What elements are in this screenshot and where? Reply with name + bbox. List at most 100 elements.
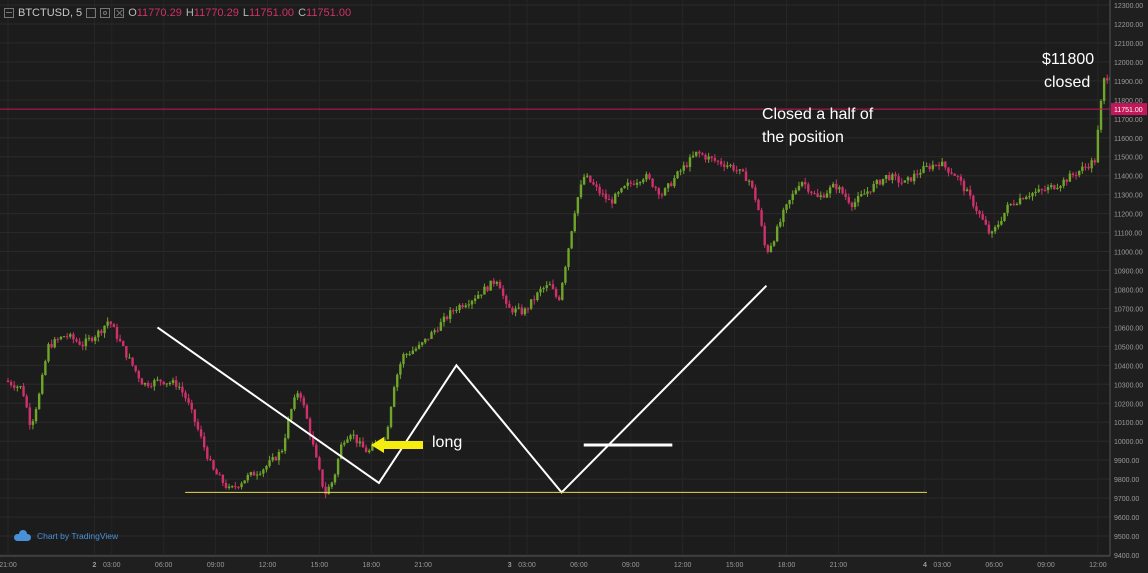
- tradingview-branding[interactable]: Chart by TradingView: [14, 530, 118, 541]
- annotation-half-close-1: Closed a half of: [762, 106, 874, 123]
- annotation-final-1: $11800: [1042, 51, 1095, 68]
- candle-body: [50, 344, 53, 348]
- candle-body: [925, 166, 928, 168]
- candle-body: [838, 187, 841, 190]
- candle-body: [65, 336, 69, 338]
- candle-body: [78, 341, 81, 345]
- candle-body: [813, 193, 816, 195]
- candle-body: [81, 344, 84, 347]
- candle-body: [726, 165, 729, 167]
- candle-body: [199, 429, 203, 437]
- candle-body: [9, 381, 13, 386]
- candle-body: [810, 191, 813, 194]
- x-tick-label: 21:00: [414, 562, 432, 569]
- candle-body: [604, 193, 608, 200]
- candle-body: [536, 292, 539, 300]
- y-tick-label: 10300.00: [1114, 382, 1143, 389]
- y-tick-label: 10900.00: [1114, 269, 1143, 276]
- candle-body: [75, 339, 78, 342]
- candle-body: [1043, 189, 1047, 191]
- candle-body: [93, 337, 97, 341]
- y-tick-label: 11600.00: [1114, 136, 1143, 143]
- candle-body: [847, 197, 850, 203]
- candle-body: [259, 473, 262, 475]
- candle-body: [389, 406, 393, 428]
- candle-body: [1025, 196, 1028, 200]
- candle-body: [227, 486, 231, 488]
- candle-body: [884, 174, 888, 179]
- x-tick-label: 06:00: [155, 562, 173, 569]
- candle-body: [931, 164, 935, 170]
- candle-body: [937, 164, 941, 167]
- candle-body: [850, 202, 854, 208]
- candle-body: [1062, 179, 1065, 187]
- candle-body: [302, 397, 306, 406]
- candle-body: [701, 153, 704, 155]
- candle-body: [719, 161, 723, 165]
- y-tick-label: 10800.00: [1114, 287, 1143, 294]
- collapse-icon[interactable]: [4, 8, 14, 18]
- visibility-icon[interactable]: [86, 8, 97, 18]
- candle-body: [417, 344, 421, 349]
- candle-body: [458, 305, 461, 311]
- candle-body: [526, 308, 530, 310]
- candle-body: [816, 193, 819, 197]
- candle-body: [1053, 185, 1056, 190]
- candle-body: [822, 195, 826, 198]
- candle-body: [987, 224, 991, 234]
- candle-body: [670, 183, 673, 187]
- candle-body: [903, 180, 907, 183]
- candle-body: [900, 182, 903, 184]
- candle-body: [358, 441, 362, 444]
- candle-body: [206, 447, 209, 459]
- candle-body: [202, 436, 206, 448]
- candle-body: [775, 226, 779, 242]
- annotation-final-2: closed: [1044, 74, 1091, 91]
- y-tick-label: 9500.00: [1114, 534, 1139, 541]
- candle-body: [165, 383, 169, 385]
- candle-body: [368, 450, 371, 453]
- candle-body: [978, 211, 981, 215]
- candle-body: [19, 386, 22, 388]
- close-icon[interactable]: [114, 8, 125, 18]
- candle-body: [916, 173, 919, 175]
- gear-icon[interactable]: [100, 8, 111, 18]
- candle-body: [666, 183, 670, 189]
- candle-body: [586, 175, 589, 177]
- candle-body: [567, 248, 570, 267]
- candle-body: [243, 480, 246, 484]
- candle-body: [28, 407, 31, 425]
- y-tick-label: 10200.00: [1114, 401, 1143, 408]
- candle-body: [592, 182, 595, 185]
- candle-body: [828, 187, 832, 194]
- candle-body: [436, 330, 439, 332]
- candle-body: [296, 393, 299, 398]
- y-tick-label: 11700.00: [1114, 117, 1143, 124]
- candle-body: [797, 185, 801, 191]
- long-arrow-icon: [371, 437, 423, 453]
- candle-body: [654, 186, 657, 189]
- candle-body: [841, 187, 844, 194]
- y-tick-label: 10000.00: [1114, 439, 1143, 446]
- candle-body: [601, 193, 604, 195]
- candle-body: [1106, 78, 1109, 81]
- candle-body: [240, 483, 243, 488]
- candle-body: [271, 457, 274, 461]
- candle-body: [1068, 173, 1072, 182]
- candle-body: [41, 374, 44, 394]
- candle-body: [729, 164, 732, 166]
- candle-body: [1034, 191, 1037, 194]
- candle-body: [698, 151, 701, 154]
- candle-body: [1009, 203, 1012, 205]
- candle-body: [1046, 187, 1050, 191]
- candle-body: [1090, 160, 1093, 169]
- y-tick-label: 10600.00: [1114, 325, 1143, 332]
- candle-body: [492, 280, 495, 284]
- candle-body: [617, 192, 620, 194]
- candle-body: [969, 189, 972, 196]
- candle-body: [548, 284, 552, 286]
- symbol-label[interactable]: BTCTUSD, 5: [18, 7, 83, 19]
- candle-body: [651, 178, 654, 187]
